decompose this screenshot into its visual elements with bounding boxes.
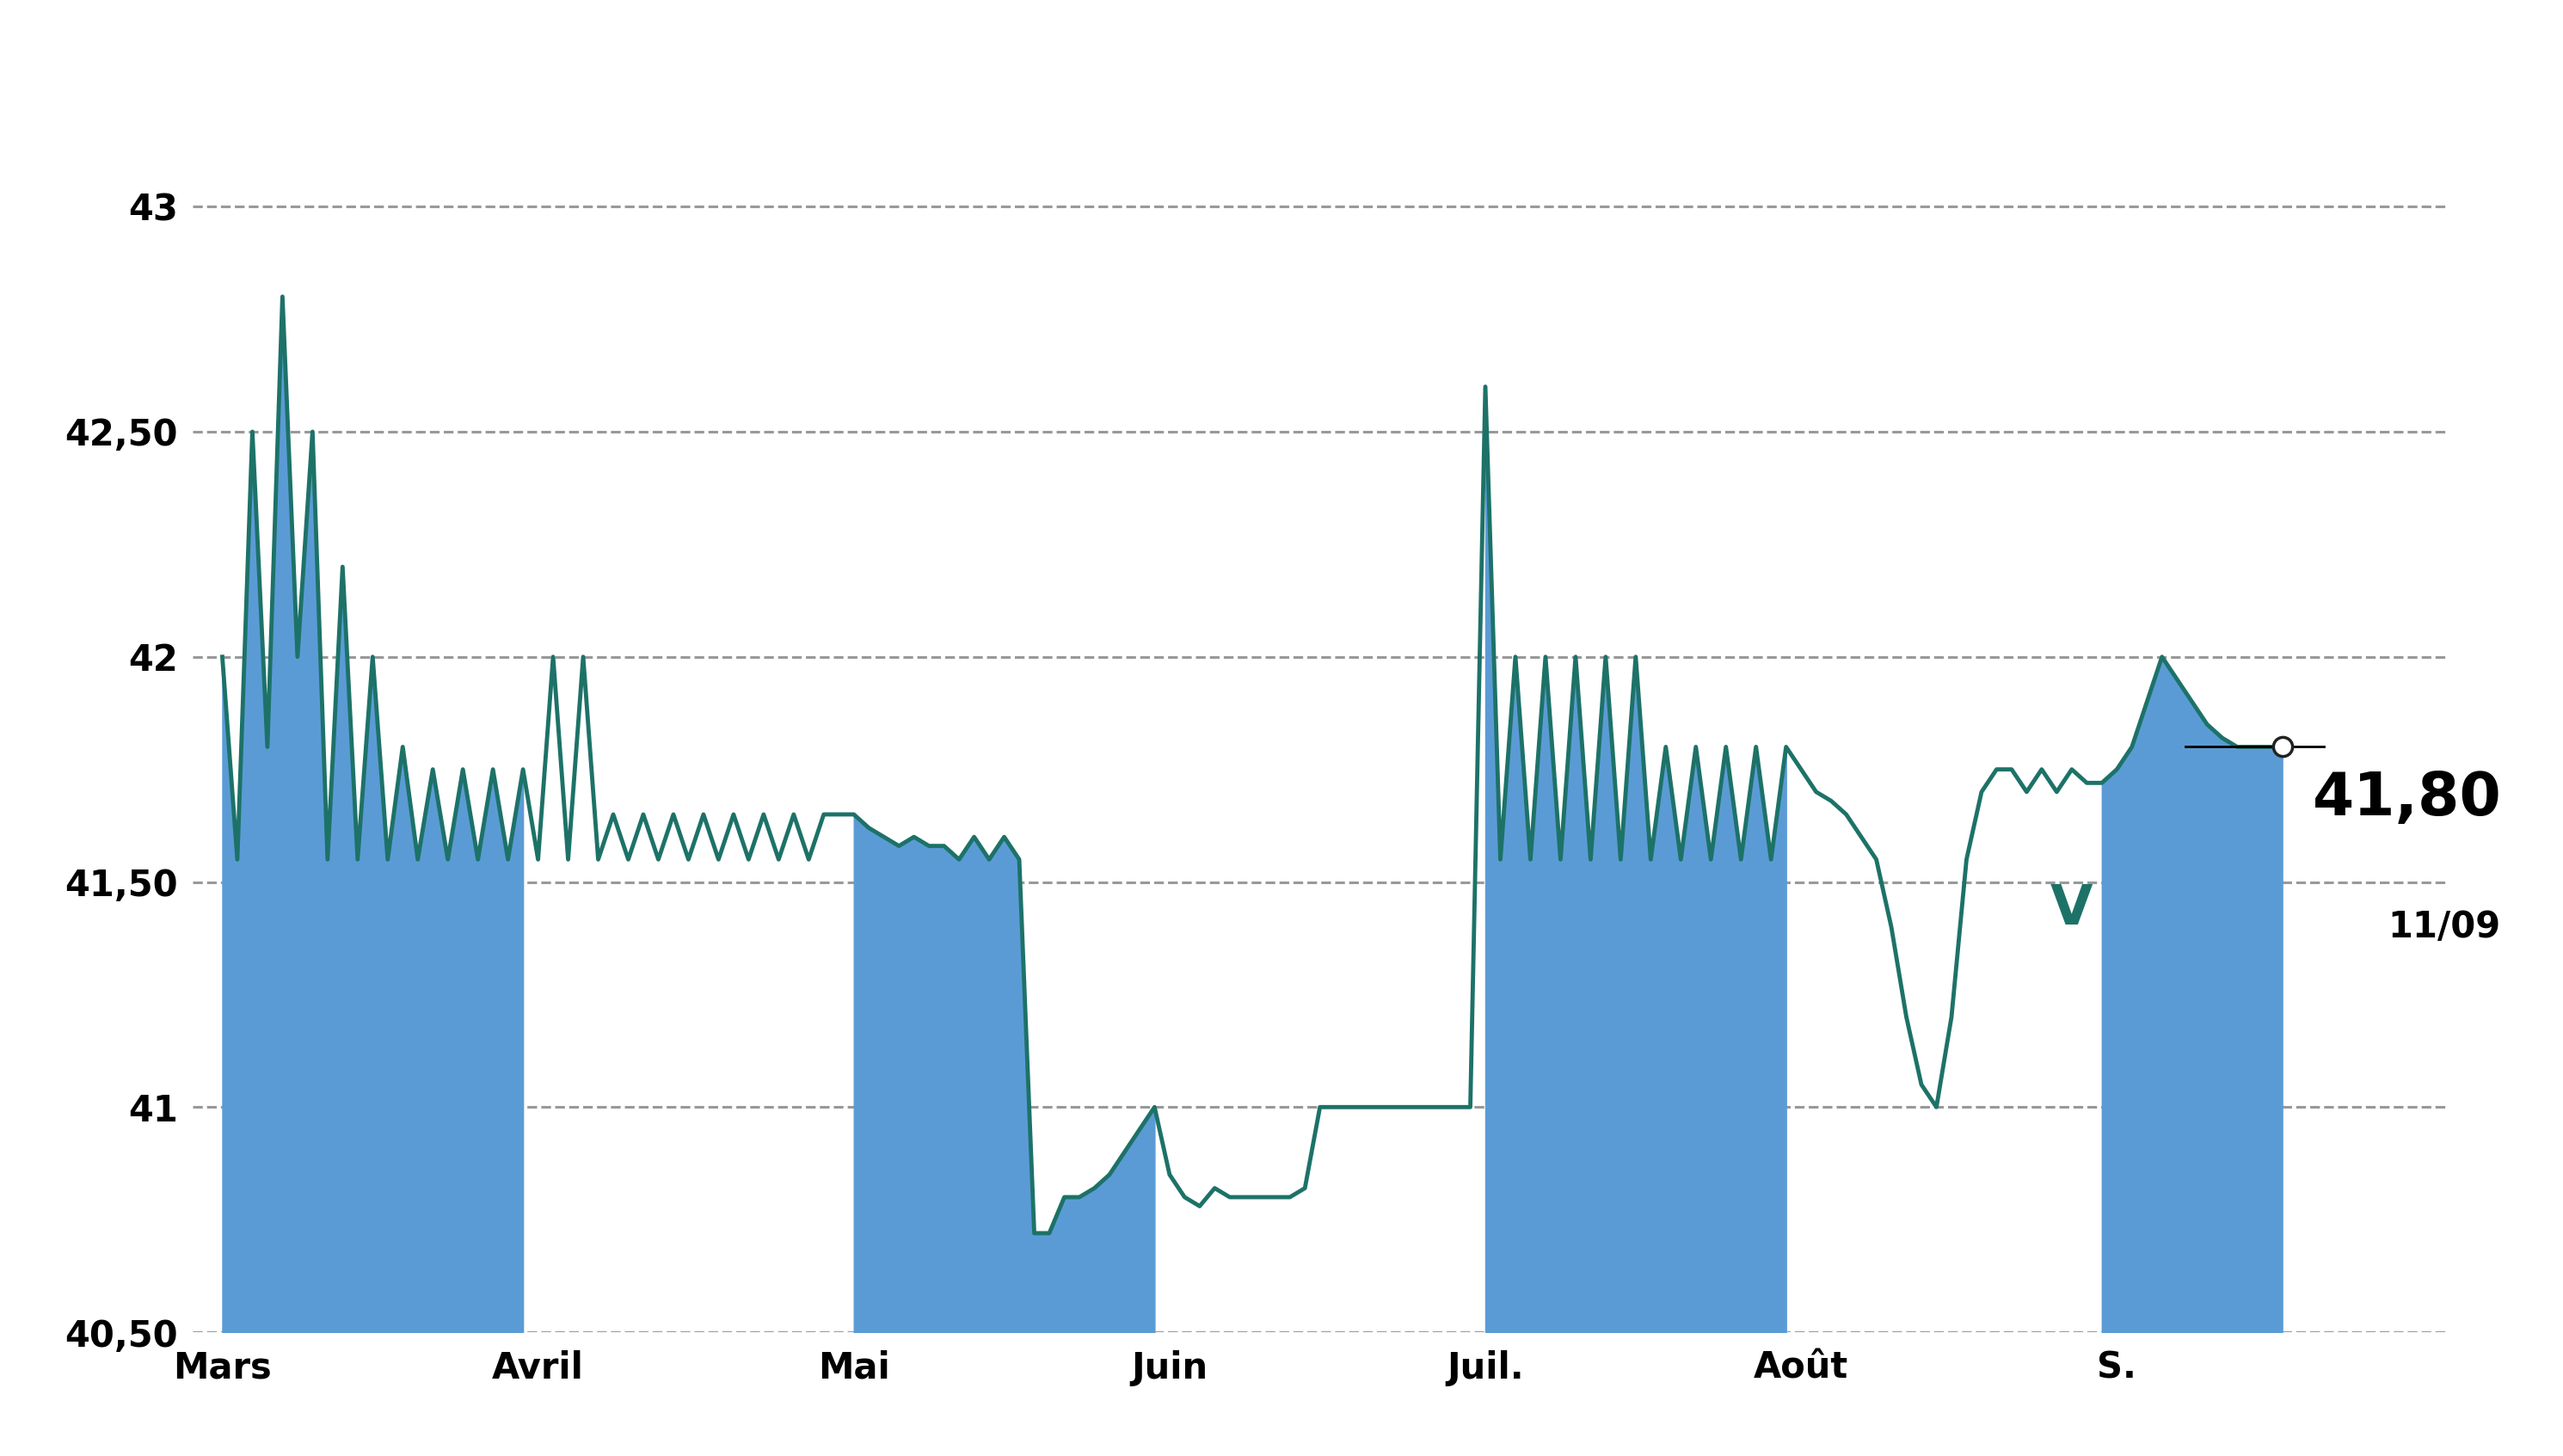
Text: V: V	[2050, 882, 2094, 935]
Text: 11/09: 11/09	[2389, 909, 2501, 945]
Text: Biotest AG: Biotest AG	[1061, 13, 1502, 86]
Text: 41,80: 41,80	[2312, 769, 2501, 827]
